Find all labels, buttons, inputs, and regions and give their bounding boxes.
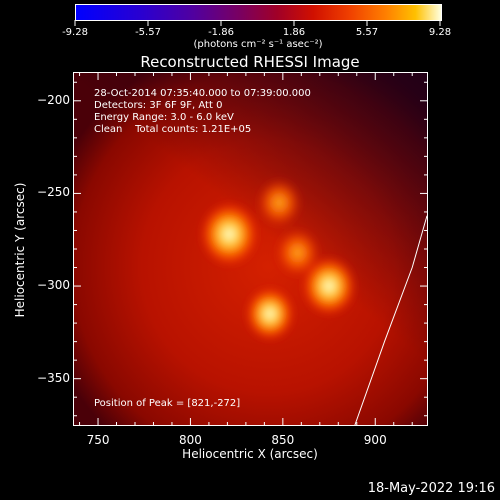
annotation-detectors: Detectors: 3F 6F 9F, Att 0 <box>94 100 223 111</box>
emission-source <box>244 286 296 342</box>
colorbar <box>75 4 442 21</box>
colorbar-tick-label: 5.57 <box>355 27 379 38</box>
y-tick-label: −200 <box>37 92 70 107</box>
plot-frame <box>73 72 428 426</box>
y-axis-title: Heliocentric Y (arcsec) <box>13 182 27 318</box>
solar-limb-line <box>354 215 427 425</box>
emission-source <box>199 201 260 268</box>
emission-source <box>256 177 302 228</box>
x-tick-label: 900 <box>363 433 387 447</box>
colorbar-tick-label: -9.28 <box>62 27 88 38</box>
y-tick-label: −350 <box>37 370 70 385</box>
colorbar-unit-label: (photons cm⁻² s⁻¹ asec⁻²) <box>193 39 323 50</box>
annotation-clean: Clean Total counts: 1.21E+05 <box>94 124 252 135</box>
colorbar-ticks <box>74 20 441 26</box>
x-tick-label: 850 <box>271 433 295 447</box>
annotation-time-range: 28-Oct-2014 07:35:40.000 to 07:39:00.000 <box>94 88 311 99</box>
colorbar-tick-label: 9.28 <box>428 27 452 38</box>
annotation-peak-position: Position of Peak = [821,-272] <box>94 398 241 409</box>
emission-source <box>301 255 357 317</box>
annotation-energy: Energy Range: 3.0 - 6.0 keV <box>94 112 234 123</box>
y-tick-label: −250 <box>37 185 70 200</box>
x-tick-label: 800 <box>178 433 202 447</box>
colorbar-tick-label: 1.86 <box>282 27 306 38</box>
footer-date: 18-May-2022 19:16 <box>367 481 495 496</box>
colorbar-tick-label: -5.57 <box>135 27 161 38</box>
plot-area <box>74 73 427 425</box>
y-tick-label: −300 <box>37 278 70 293</box>
colorbar-tick-label: -1.86 <box>208 27 234 38</box>
x-axis-title: Heliocentric X (arcsec) <box>182 447 318 461</box>
chart-title: Reconstructed RHESSI Image <box>140 53 360 71</box>
x-tick-label: 750 <box>86 433 110 447</box>
emission-source <box>275 227 321 278</box>
